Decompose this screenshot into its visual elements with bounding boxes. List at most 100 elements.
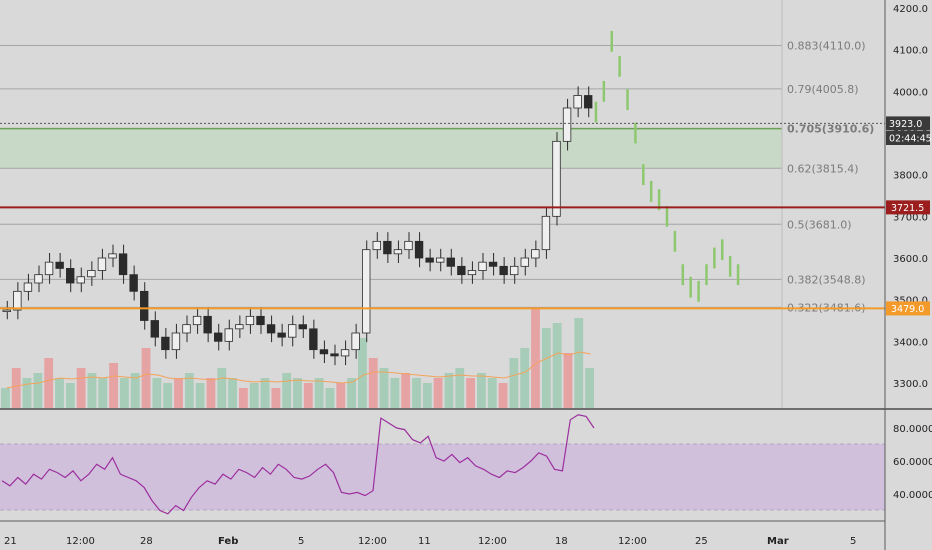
volume-bar (65, 383, 75, 408)
volume-bar (358, 338, 367, 408)
candle-body (383, 240, 392, 255)
price-axis-label: 4200.0 (893, 4, 928, 15)
volume-bar (390, 378, 400, 408)
candle-body (76, 276, 85, 284)
volume-bar (239, 388, 248, 408)
volume-bar (22, 378, 32, 408)
volume-bar (217, 368, 227, 408)
volume-bar (120, 378, 129, 408)
rsi-line (1, 414, 595, 515)
price-axis-label: 3600.0 (893, 254, 928, 265)
volume-bar (422, 383, 432, 408)
candle-body (288, 324, 297, 338)
candle-body (330, 353, 339, 357)
candle-body (235, 324, 244, 330)
candle-body (192, 315, 202, 326)
volume-bar (152, 378, 162, 408)
candle-body (446, 257, 455, 267)
volume-bar (412, 378, 421, 408)
volume-bar (325, 388, 335, 408)
candle-body (552, 140, 561, 217)
price-tag (886, 301, 930, 316)
volume-bar (509, 358, 519, 408)
time-axis-label: 12:00 (66, 536, 95, 547)
candle-body (266, 324, 276, 334)
rsi-axis-label: 60.0000 (893, 457, 932, 468)
fib-level-label: 0.62(3815.4) (787, 162, 859, 175)
volume-bar (163, 383, 173, 408)
volume-bar (498, 383, 508, 408)
price-axis-label: 3500.0 (893, 296, 928, 307)
candle-body (129, 274, 138, 292)
time-axis-label: 5 (850, 536, 856, 547)
candle-body (404, 240, 413, 251)
candle-body (584, 95, 593, 109)
volume-bar (141, 348, 151, 408)
volume-bar (303, 383, 313, 408)
time-axis-label: 12:00 (358, 536, 387, 547)
time-axis-label: 12:00 (478, 536, 507, 547)
time-axis-label: Mar (767, 536, 789, 547)
candle-body (298, 324, 307, 330)
volume-bar (174, 378, 183, 408)
volume-bar (368, 358, 378, 408)
price-axis-label: 4100.0 (893, 46, 928, 57)
volume-bar (314, 378, 324, 408)
candle-body (256, 315, 265, 326)
candle-body (414, 240, 424, 259)
volume-bar (87, 373, 97, 408)
volume-bar (541, 328, 551, 408)
candle-body (224, 328, 233, 342)
candle-body (2, 309, 11, 312)
candle-body (531, 249, 540, 259)
volume-bar (1, 388, 10, 408)
candle-body (436, 257, 445, 263)
candle-body (309, 328, 318, 351)
volume-bar (433, 378, 443, 408)
candle-body (319, 349, 329, 355)
candle-body (55, 261, 64, 269)
volume-bar (282, 373, 292, 408)
rsi-axis-label: 40.0000 (893, 490, 932, 501)
price-tag (886, 131, 930, 145)
candle-body (478, 261, 487, 271)
volume-bar (293, 378, 302, 408)
volume-bar (206, 378, 216, 408)
fib-level-label: 0.5(3681.0) (787, 218, 852, 231)
volume-bar (76, 368, 86, 408)
volume-ma-line (6, 351, 591, 389)
candle-body (150, 320, 159, 338)
volume-bar (33, 373, 43, 408)
candle-body (245, 315, 255, 326)
price-tag-text: 02:44:45 (889, 134, 932, 145)
price-tag-text: 3721.5 (891, 203, 924, 214)
candle-body (66, 268, 75, 284)
fib-level-label: 0.883(4110.0) (787, 40, 866, 53)
candle-body (393, 249, 403, 255)
volume-bar (271, 388, 281, 408)
candle-body (351, 332, 360, 351)
candle-body (214, 332, 223, 342)
fib-level-label: 0.382(3548.8) (787, 273, 866, 286)
time-axis-label: 12:00 (618, 536, 647, 547)
time-axis-label: 21 (4, 536, 17, 547)
volume-bar (249, 383, 259, 408)
volume-bar (444, 373, 454, 408)
time-axis-label: 5 (298, 536, 304, 547)
volume-bar (531, 308, 540, 408)
candle-body (457, 265, 466, 276)
volume-bar (466, 378, 475, 408)
price-tag (886, 200, 930, 215)
volume-bar (401, 373, 411, 408)
volume-bar (11, 368, 21, 408)
time-axis-label: 28 (140, 536, 153, 547)
volume-bar (347, 378, 356, 408)
candle-body (541, 215, 551, 251)
time-axis-label: 25 (695, 536, 708, 547)
fib-zone-705 (0, 128, 782, 168)
price-axis-label: 3800.0 (893, 171, 928, 182)
volume-bar (228, 378, 237, 408)
candle-body (87, 270, 96, 278)
rsi-band (0, 444, 885, 510)
